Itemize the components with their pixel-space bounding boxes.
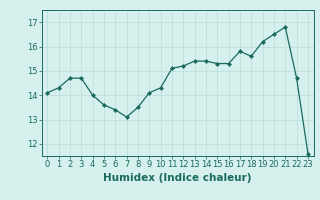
X-axis label: Humidex (Indice chaleur): Humidex (Indice chaleur): [103, 173, 252, 183]
